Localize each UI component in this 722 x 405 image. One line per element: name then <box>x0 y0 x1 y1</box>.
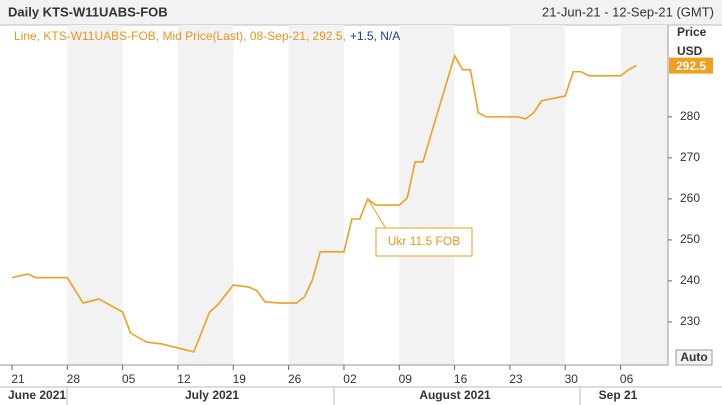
annotation-box <box>375 227 473 257</box>
price-line <box>11 53 637 353</box>
x-tick-label: 26 <box>288 372 302 386</box>
x-tick-label: 21 <box>11 372 25 386</box>
legend-text: Line, KTS-W11UABS-FOB, Mid Price(Last), … <box>14 29 346 43</box>
x-tick-label: 06 <box>620 372 634 386</box>
week-stripe <box>67 25 123 365</box>
y-tick-label: 260 <box>680 191 700 205</box>
x-tick-label: 12 <box>177 372 191 386</box>
month-label: August 2021 <box>419 388 491 402</box>
y-tick-label: 230 <box>680 314 700 328</box>
y-tick-label: 250 <box>680 232 700 246</box>
y-tick-label: 240 <box>680 273 700 287</box>
legend-change: +1.5, N/A <box>350 29 400 43</box>
month-label: July 2021 <box>185 388 239 402</box>
plot-area <box>0 25 669 366</box>
auto-button-label[interactable]: Auto <box>680 350 707 364</box>
y-axis-label: Price <box>677 25 707 39</box>
x-tick-label: 02 <box>343 372 357 386</box>
x-tick-label: 05 <box>122 372 136 386</box>
x-tick-label: 30 <box>565 372 579 386</box>
date-range: 21-Jun-21 - 12-Sep-21 (GMT) <box>542 4 714 19</box>
last-price-label: 292.5 <box>676 59 706 73</box>
chart-title: Daily KTS-W11UABS-FOB <box>8 4 168 19</box>
annotation-leader <box>367 198 387 229</box>
week-stripe <box>288 25 344 365</box>
month-label: Sep 21 <box>599 388 638 402</box>
x-tick-label: 19 <box>233 372 247 386</box>
month-label: June 2021 <box>8 388 66 402</box>
y-tick-label: 280 <box>680 109 700 123</box>
x-tick-label: 28 <box>67 372 81 386</box>
week-stripe <box>509 25 566 365</box>
y-tick-label: 270 <box>680 150 700 164</box>
week-stripe <box>177 25 234 365</box>
x-tick-label: 16 <box>454 372 468 386</box>
auto-button[interactable] <box>675 349 713 366</box>
title-bar <box>0 0 722 25</box>
x-tick-label: 23 <box>509 372 523 386</box>
annotation-text: Ukr 11.5 FOB <box>388 234 460 248</box>
last-price-box <box>669 57 713 74</box>
week-stripe <box>620 25 668 365</box>
x-tick-label: 09 <box>399 372 413 386</box>
y-axis-unit: USD <box>677 44 703 58</box>
